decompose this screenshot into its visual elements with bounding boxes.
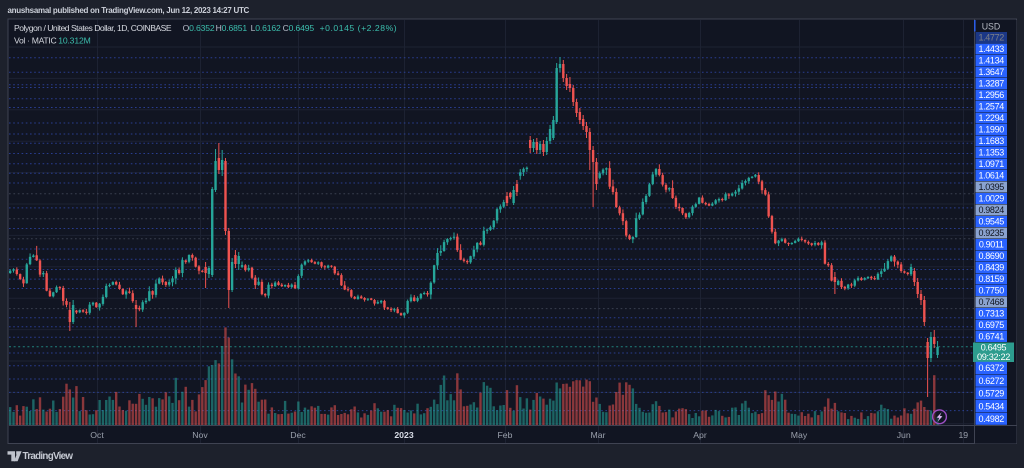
svg-text:L0.6162: L0.6162: [251, 23, 281, 33]
svg-text:0.8439: 0.8439: [978, 263, 1004, 273]
svg-text:0.9545: 0.9545: [978, 217, 1004, 227]
svg-text:1.2956: 1.2956: [978, 90, 1004, 100]
svg-text:1.4772: 1.4772: [978, 33, 1004, 43]
svg-text:anushsamal published on Tradin: anushsamal published on TradingView.com,…: [8, 6, 250, 15]
svg-text:0.7313: 0.7313: [978, 309, 1004, 319]
svg-text:0.6975: 0.6975: [978, 320, 1004, 330]
svg-text:0.8690: 0.8690: [978, 251, 1004, 261]
svg-text:1.4433: 1.4433: [978, 44, 1004, 54]
svg-text:Oct: Oct: [90, 430, 104, 440]
svg-text:10.312M: 10.312M: [58, 36, 90, 46]
svg-text:Mar: Mar: [591, 430, 606, 440]
svg-text:Nov: Nov: [192, 430, 208, 440]
svg-text:1.2294: 1.2294: [978, 113, 1004, 123]
svg-text:0.6741: 0.6741: [978, 332, 1004, 342]
svg-text:0.5434: 0.5434: [978, 401, 1004, 411]
svg-text:0.7750: 0.7750: [978, 286, 1004, 296]
svg-text:0.9235: 0.9235: [978, 228, 1004, 238]
svg-text:Feb: Feb: [498, 430, 513, 440]
svg-text:0.7468: 0.7468: [978, 297, 1004, 307]
svg-text:1.0029: 1.0029: [978, 194, 1004, 204]
svg-text:Polygon / United States Dollar: Polygon / United States Dollar, 1D, COIN…: [14, 23, 172, 33]
svg-text:C0.6495: C0.6495: [283, 23, 315, 33]
svg-text:19: 19: [958, 430, 968, 440]
svg-text:09:32:22: 09:32:22: [977, 352, 1010, 362]
svg-text:1.3647: 1.3647: [978, 67, 1004, 77]
svg-text:0.6272: 0.6272: [978, 376, 1004, 386]
svg-text:USD: USD: [982, 22, 1001, 32]
svg-text:1.2574: 1.2574: [978, 102, 1004, 112]
svg-text:Jun: Jun: [897, 430, 911, 440]
svg-text:1.1683: 1.1683: [978, 136, 1004, 146]
svg-text:H0.6851: H0.6851: [216, 23, 248, 33]
svg-text:0.4982: 0.4982: [978, 414, 1004, 424]
svg-text:1.0395: 1.0395: [978, 182, 1004, 192]
svg-text:0.6495: 0.6495: [981, 343, 1007, 353]
svg-text:0.9824: 0.9824: [978, 205, 1004, 215]
svg-text:1.3287: 1.3287: [978, 79, 1004, 89]
svg-text:Vol · MATIC: Vol · MATIC: [14, 36, 56, 46]
svg-text:May: May: [791, 430, 808, 440]
svg-text:0.6372: 0.6372: [978, 363, 1004, 373]
svg-text:0.5729: 0.5729: [978, 389, 1004, 399]
svg-text:+0.0145 (+2.28%): +0.0145 (+2.28%): [320, 23, 398, 33]
svg-text:0.9011: 0.9011: [979, 240, 1004, 250]
svg-text:2023: 2023: [394, 430, 413, 440]
svg-text:1.1353: 1.1353: [978, 148, 1004, 158]
svg-text:Apr: Apr: [693, 430, 707, 440]
svg-text:1.0614: 1.0614: [978, 171, 1004, 181]
svg-text:TradingView: TradingView: [23, 451, 74, 462]
svg-text:1.4134: 1.4134: [978, 56, 1004, 66]
svg-text:1.1990: 1.1990: [978, 125, 1004, 135]
svg-text:1.0971: 1.0971: [978, 159, 1004, 169]
svg-text:O0.6352: O0.6352: [183, 23, 215, 33]
svg-text:Dec: Dec: [290, 430, 306, 440]
svg-text:0.8159: 0.8159: [978, 274, 1004, 284]
